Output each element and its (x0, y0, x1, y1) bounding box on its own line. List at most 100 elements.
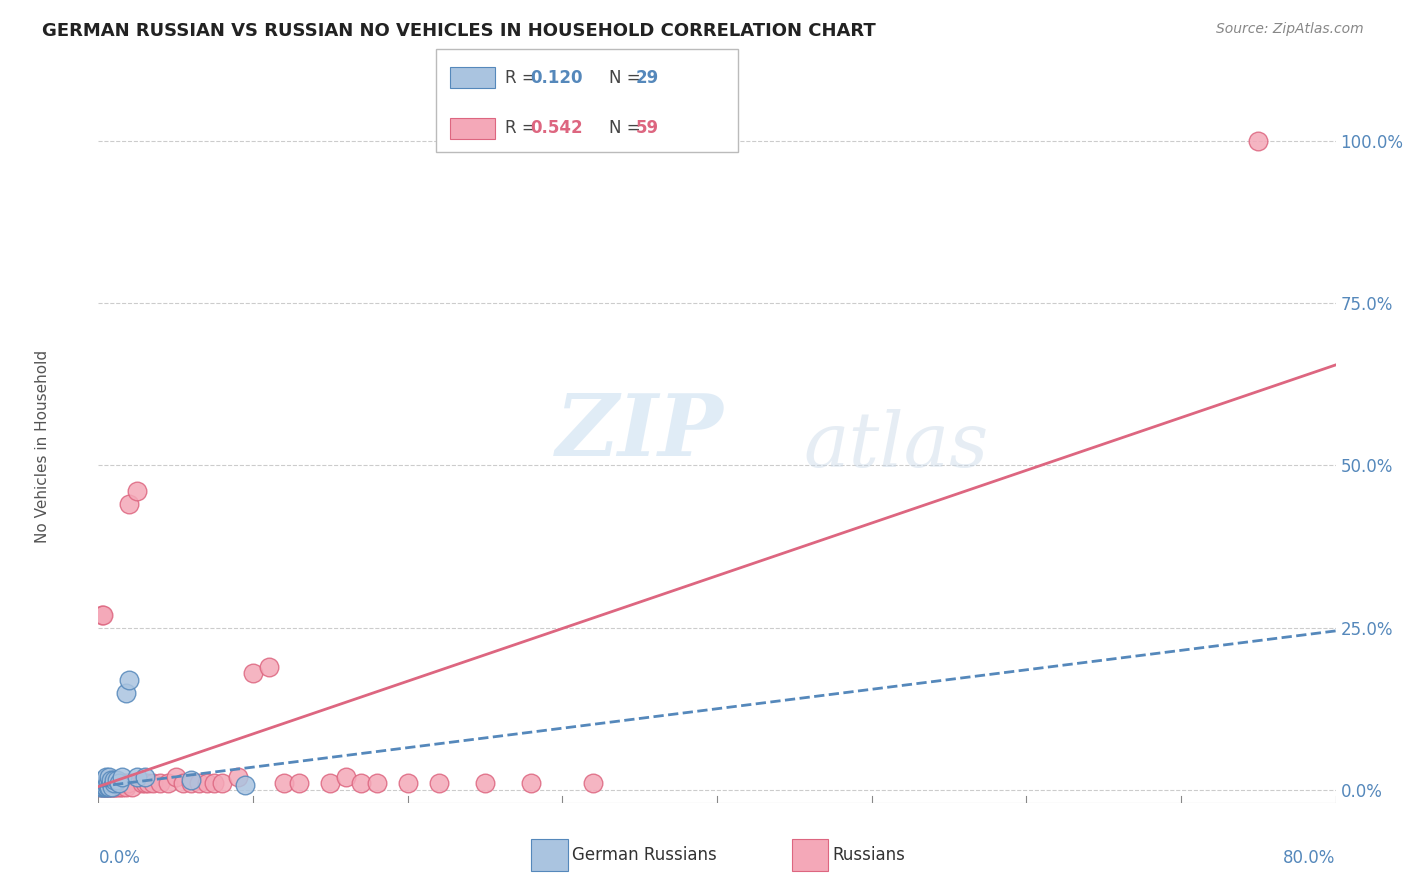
Text: German Russians: German Russians (572, 847, 717, 864)
Point (100, 780, 122, 794)
Point (90, 776, 112, 790)
Point (396, 776, 419, 790)
Text: 80.0%: 80.0% (1284, 849, 1336, 867)
Point (142, 776, 165, 790)
Point (107, 776, 129, 790)
Point (93, 773, 115, 788)
Text: 29: 29 (636, 69, 659, 87)
Point (93, 773, 115, 788)
Point (520, 776, 543, 790)
Point (582, 776, 605, 790)
Text: ZIP: ZIP (557, 390, 724, 474)
Point (90, 776, 112, 790)
Point (195, 776, 218, 790)
Point (211, 776, 233, 790)
Point (204, 776, 226, 790)
Point (100, 776, 122, 790)
Text: Russians: Russians (832, 847, 905, 864)
Point (91, 780, 114, 794)
Point (111, 770, 134, 784)
Point (111, 780, 134, 794)
Text: 0.542: 0.542 (530, 120, 582, 137)
Point (134, 776, 156, 790)
Point (103, 773, 125, 788)
Point (108, 780, 131, 794)
Point (105, 780, 128, 794)
Point (107, 776, 129, 790)
Point (127, 484, 149, 499)
Point (90, 607, 112, 622)
Point (235, 778, 257, 792)
Text: 59: 59 (636, 120, 658, 137)
Point (103, 780, 125, 794)
Point (100, 773, 122, 788)
Point (115, 685, 138, 699)
Text: N =: N = (609, 69, 645, 87)
Point (427, 776, 450, 790)
Point (115, 780, 138, 794)
Text: 0.120: 0.120 (530, 69, 582, 87)
Point (101, 776, 124, 790)
Point (98, 780, 121, 794)
Point (188, 776, 211, 790)
Point (180, 773, 202, 788)
Point (97, 776, 120, 790)
Text: R =: R = (505, 69, 541, 87)
Point (89, 780, 111, 794)
Point (98, 770, 121, 784)
Point (91, 776, 114, 790)
Point (93, 780, 115, 794)
Text: No Vehicles in Household: No Vehicles in Household (35, 350, 51, 542)
Point (165, 770, 187, 784)
Point (96, 773, 118, 788)
Point (134, 770, 156, 784)
Point (226, 770, 249, 784)
Point (97, 776, 120, 790)
Point (366, 776, 388, 790)
Text: atlas: atlas (804, 409, 988, 483)
Point (319, 776, 342, 790)
Point (96, 780, 118, 794)
Point (101, 780, 124, 794)
Point (335, 770, 357, 784)
Point (131, 776, 153, 790)
Point (350, 776, 373, 790)
Point (117, 776, 139, 790)
Point (104, 780, 127, 794)
Point (100, 776, 122, 790)
Point (136, 776, 159, 790)
Text: R =: R = (505, 120, 541, 137)
Point (118, 497, 141, 511)
Point (180, 776, 202, 790)
Point (103, 776, 125, 790)
Point (97, 780, 120, 794)
Point (96, 780, 118, 794)
Point (127, 770, 149, 784)
Point (112, 776, 135, 790)
Point (288, 776, 311, 790)
Point (96, 776, 118, 790)
Text: N =: N = (609, 120, 645, 137)
Point (1247, 134, 1270, 148)
Point (121, 780, 143, 794)
Point (157, 776, 180, 790)
Text: Source: ZipAtlas.com: Source: ZipAtlas.com (1216, 22, 1364, 37)
Point (474, 776, 496, 790)
Point (242, 666, 264, 681)
Text: GERMAN RUSSIAN VS RUSSIAN NO VEHICLES IN HOUSEHOLD CORRELATION CHART: GERMAN RUSSIAN VS RUSSIAN NO VEHICLES IN… (42, 22, 876, 40)
Point (103, 773, 125, 788)
Point (96, 770, 118, 784)
Point (91, 780, 114, 794)
Point (114, 776, 136, 790)
Point (149, 776, 172, 790)
Point (173, 776, 195, 790)
Point (98, 780, 121, 794)
Point (89, 780, 111, 794)
Point (105, 773, 128, 788)
Point (90, 780, 112, 794)
Point (98, 776, 121, 790)
Point (118, 673, 141, 687)
Point (101, 780, 124, 794)
Point (91, 607, 114, 622)
Point (257, 659, 280, 673)
